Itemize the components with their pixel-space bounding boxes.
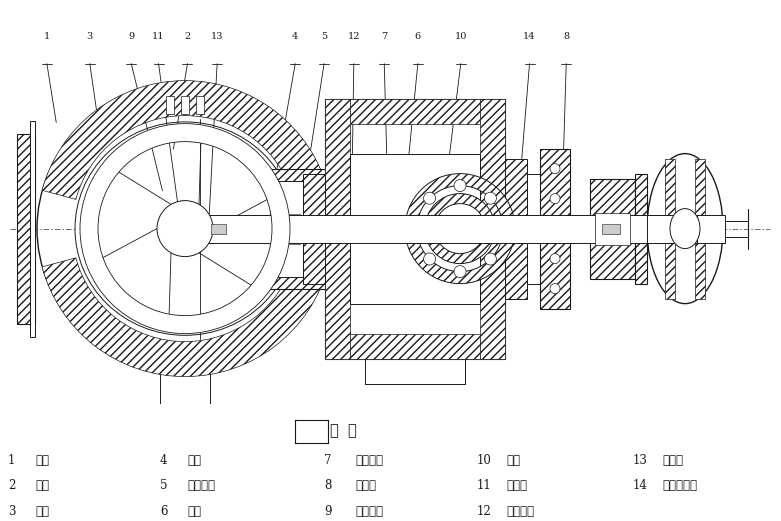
Ellipse shape	[454, 180, 466, 192]
Bar	[145, 417, 225, 427]
Text: 14: 14	[523, 32, 536, 41]
Bar	[527, 173, 542, 283]
Bar	[278, 181, 303, 277]
Ellipse shape	[484, 192, 497, 204]
Ellipse shape	[497, 222, 509, 234]
Bar	[325, 98, 505, 358]
Ellipse shape	[550, 194, 560, 204]
Bar	[590, 179, 635, 279]
Text: 5: 5	[160, 479, 168, 492]
Text: 7: 7	[324, 454, 332, 466]
Text: 滚珠轴承: 滚珠轴承	[355, 454, 383, 466]
Bar	[280, 233, 300, 244]
Text: 3: 3	[87, 32, 93, 41]
Bar	[480, 98, 505, 358]
Bar	[665, 158, 675, 299]
Bar	[647, 215, 697, 243]
Text: 13: 13	[633, 454, 647, 466]
Wedge shape	[405, 173, 515, 283]
Bar	[303, 173, 325, 283]
Text: 7: 7	[381, 32, 387, 41]
Ellipse shape	[550, 283, 560, 294]
Text: 12: 12	[476, 505, 491, 518]
Text: 9: 9	[128, 32, 134, 41]
Wedge shape	[80, 123, 290, 333]
Bar	[590, 179, 635, 279]
Text: 托架: 托架	[187, 505, 201, 518]
Ellipse shape	[454, 266, 466, 278]
Wedge shape	[425, 194, 495, 264]
Text: 4: 4	[292, 32, 298, 41]
Text: 11: 11	[476, 479, 491, 492]
Bar	[280, 224, 300, 233]
Ellipse shape	[157, 201, 213, 257]
Bar	[181, 96, 189, 114]
Text: 6: 6	[415, 32, 421, 41]
Ellipse shape	[75, 122, 295, 336]
Text: 填料: 填料	[187, 454, 201, 466]
Bar	[17, 133, 35, 324]
Bar	[505, 158, 527, 299]
Bar	[635, 173, 647, 283]
Bar	[196, 96, 204, 114]
Wedge shape	[42, 81, 328, 200]
Text: 1: 1	[44, 32, 50, 41]
Text: 11: 11	[152, 32, 165, 41]
Ellipse shape	[550, 254, 560, 264]
Text: 13: 13	[211, 32, 223, 41]
Bar	[166, 96, 174, 114]
Bar	[350, 154, 480, 304]
Bar	[350, 98, 480, 123]
Text: 5: 5	[321, 32, 327, 41]
Text: 1: 1	[8, 454, 15, 466]
Bar	[270, 169, 325, 289]
Text: 泵轴: 泵轴	[506, 454, 520, 466]
Text: 8: 8	[563, 32, 569, 41]
Ellipse shape	[647, 154, 723, 304]
Text: 图  一: 图 一	[330, 424, 357, 438]
Text: 2: 2	[8, 479, 15, 492]
Text: 法兰盖: 法兰盖	[662, 454, 683, 466]
Ellipse shape	[423, 253, 436, 265]
Text: 12: 12	[348, 32, 360, 41]
Text: 6: 6	[160, 505, 168, 518]
Text: 10: 10	[476, 454, 491, 466]
Text: 8: 8	[324, 479, 331, 492]
Ellipse shape	[411, 222, 423, 234]
Text: 4: 4	[160, 454, 168, 466]
Ellipse shape	[484, 253, 497, 265]
Ellipse shape	[670, 208, 700, 249]
Text: 3: 3	[8, 505, 16, 518]
Text: 填料环: 填料环	[506, 479, 527, 492]
Text: 叶轮平键: 叶轮平键	[355, 505, 383, 518]
Text: 叶轮: 叶轮	[35, 505, 49, 518]
Text: 泵盖: 泵盖	[35, 454, 49, 466]
Bar	[165, 215, 725, 243]
Text: 14: 14	[633, 479, 647, 492]
Text: 2: 2	[184, 32, 191, 41]
Bar	[695, 158, 705, 299]
Text: 轴承压盖: 轴承压盖	[506, 505, 534, 518]
Text: 9: 9	[324, 505, 332, 518]
Ellipse shape	[550, 164, 560, 173]
Wedge shape	[42, 258, 328, 377]
Bar	[325, 98, 350, 358]
Bar	[540, 148, 570, 308]
Bar	[595, 213, 630, 245]
Text: 10: 10	[455, 32, 467, 41]
Text: 泵体: 泵体	[35, 479, 49, 492]
Text: 联轴器: 联轴器	[355, 479, 376, 492]
Bar	[211, 224, 226, 233]
Bar	[350, 333, 480, 358]
Text: 填料压盖: 填料压盖	[187, 479, 216, 492]
Bar	[280, 214, 300, 224]
Bar	[303, 191, 317, 267]
Ellipse shape	[423, 192, 436, 204]
Ellipse shape	[37, 85, 333, 372]
Text: 联轴器平键: 联轴器平键	[662, 479, 697, 492]
Bar	[602, 224, 620, 233]
Bar	[30, 120, 35, 337]
